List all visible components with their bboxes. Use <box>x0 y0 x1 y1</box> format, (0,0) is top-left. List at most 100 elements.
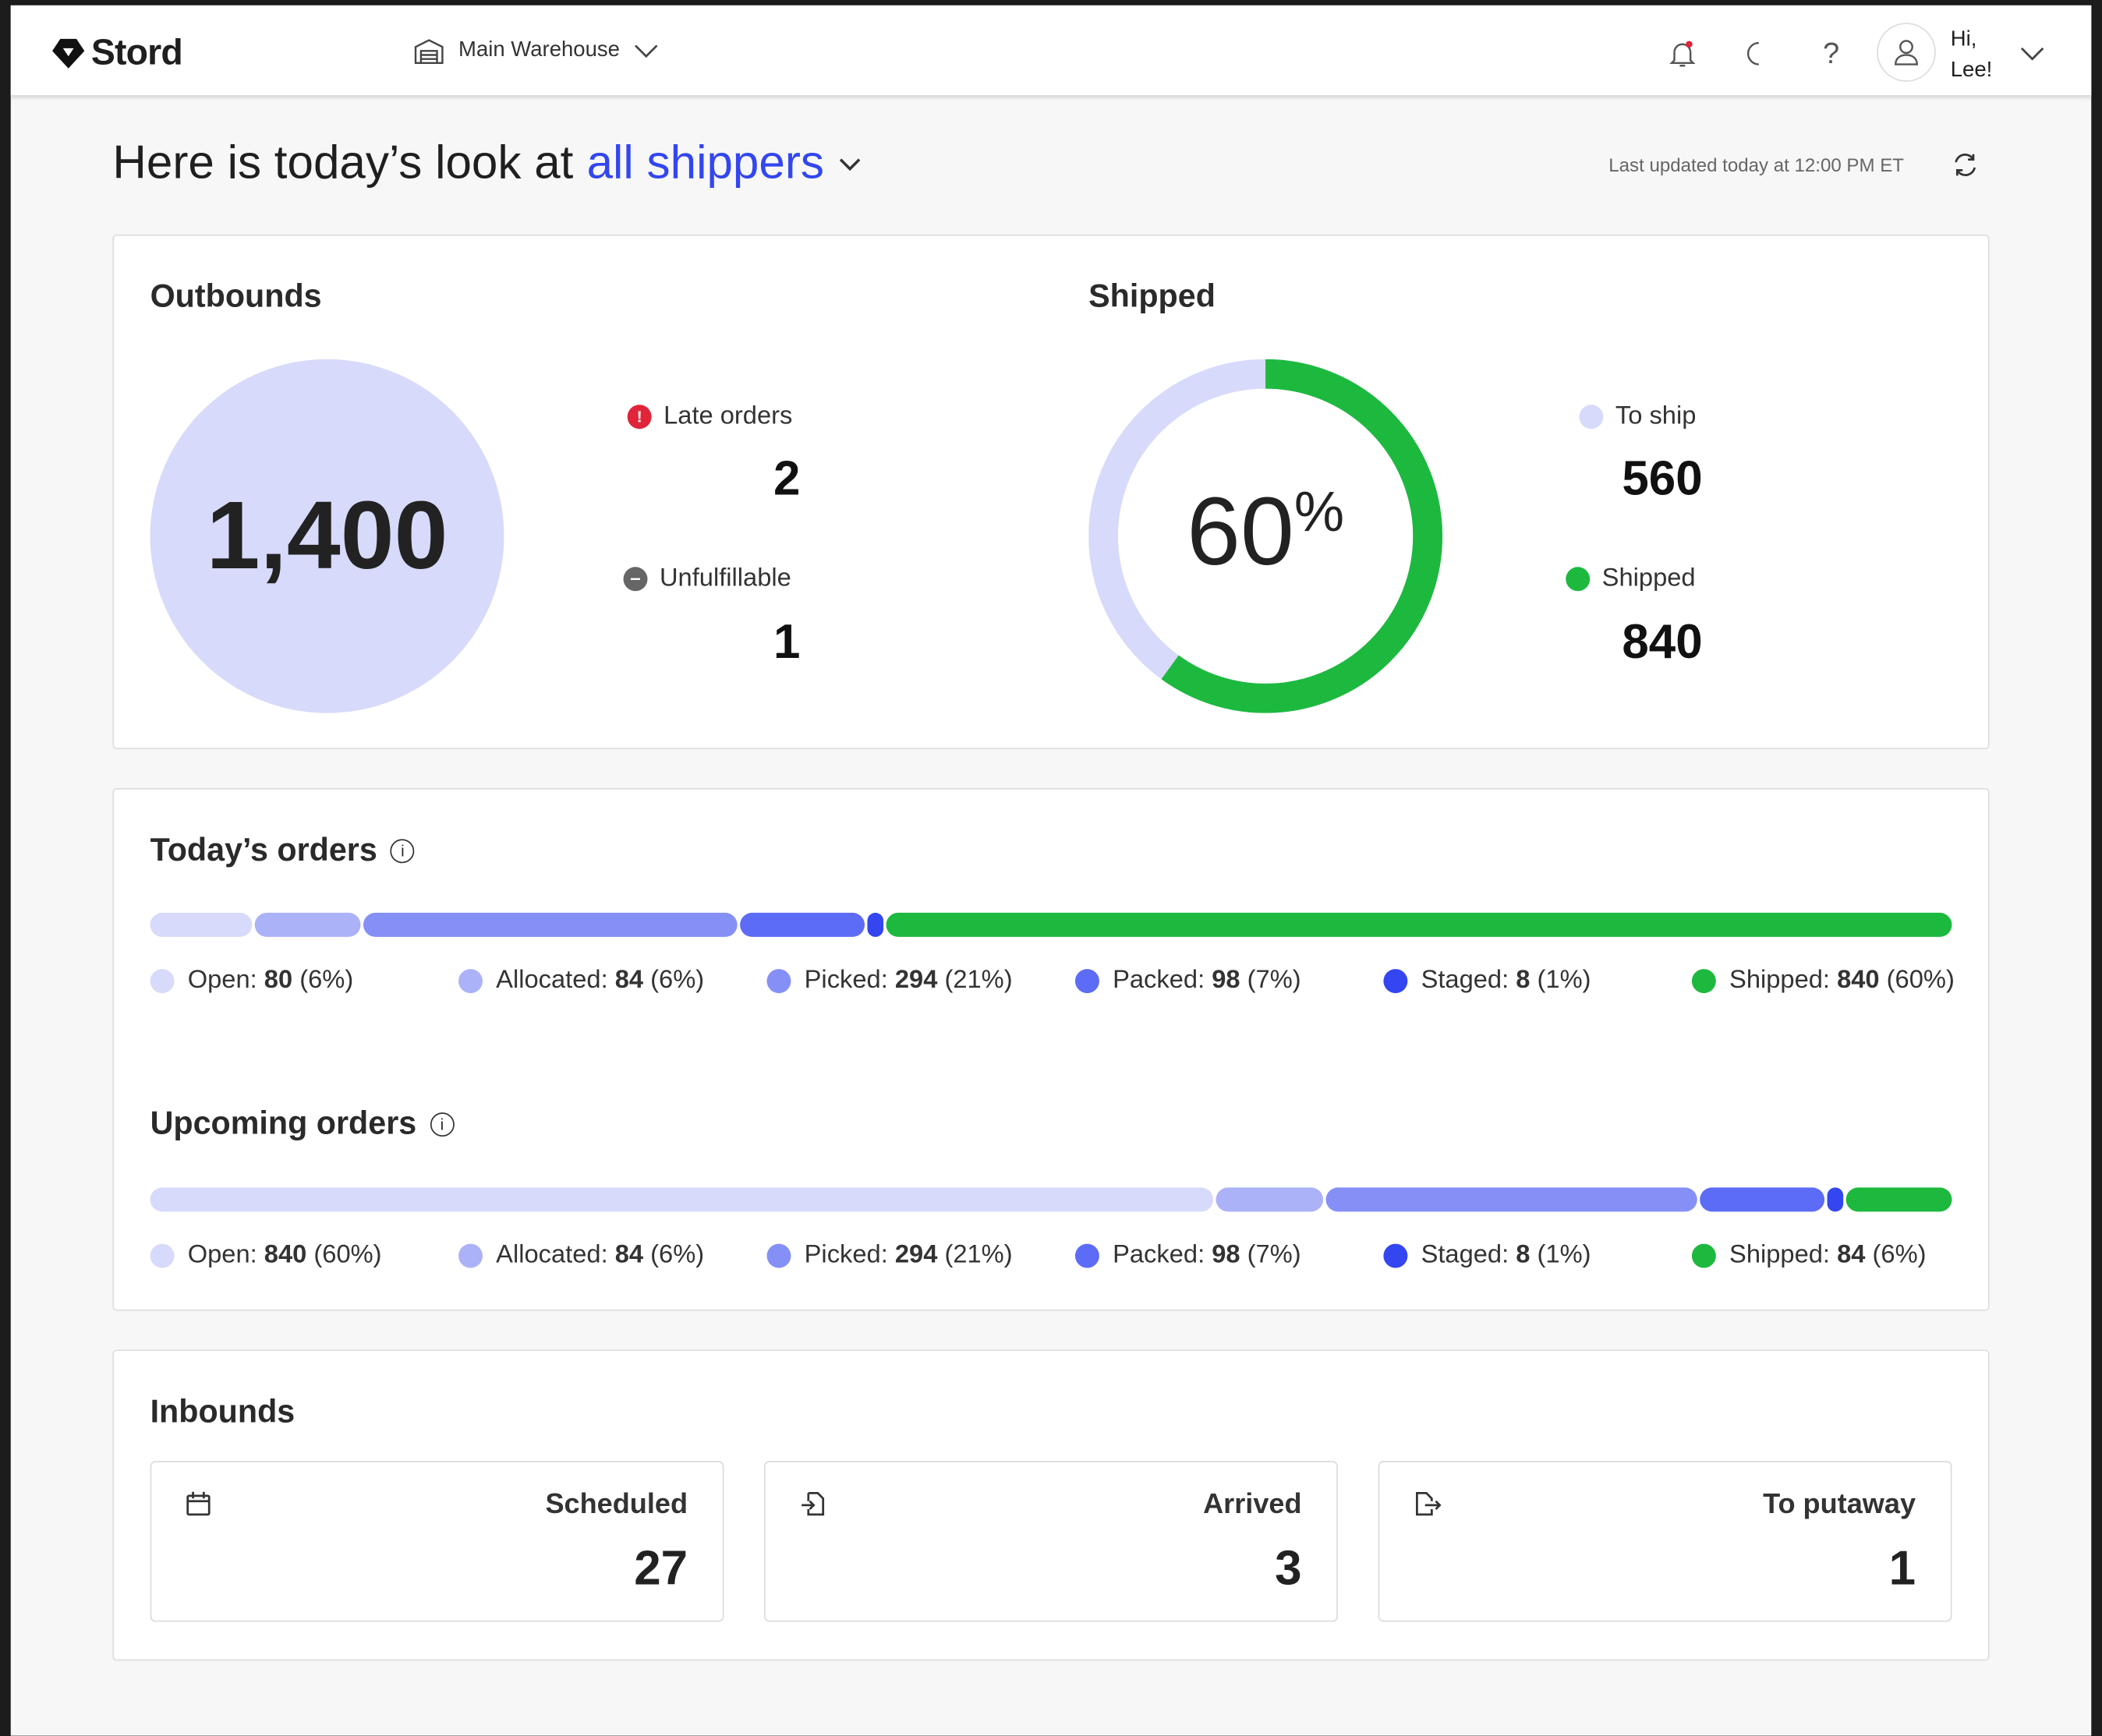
notifications-button[interactable] <box>1661 32 1704 75</box>
inbound-scheduled-card[interactable]: Scheduled 27 <box>150 1461 724 1622</box>
title-prefix: Here is today’s look at <box>112 136 574 189</box>
legend-text: Picked: 294 (21%) <box>805 1241 1013 1271</box>
file-export-icon <box>1416 1492 1442 1516</box>
shipper-selector[interactable]: all shippers <box>586 136 825 189</box>
legend-text: Open: 840 (60%) <box>188 1241 382 1271</box>
bar-segment-open[interactable] <box>150 912 252 937</box>
bar-segment-picked[interactable] <box>1325 1187 1698 1212</box>
unfulfillable-label[interactable]: – Unfulfillable <box>623 564 791 594</box>
late-orders-value: 2 <box>773 450 801 506</box>
avatar[interactable] <box>1877 23 1936 82</box>
chevron-down-icon[interactable] <box>837 155 862 171</box>
upcoming-orders-title-text: Upcoming orders <box>150 1105 417 1142</box>
bar-segment-allocated[interactable] <box>254 912 362 937</box>
legend-text: Packed: 98 (7%) <box>1113 1241 1301 1271</box>
legend-text: Open: 80 (6%) <box>188 967 354 996</box>
legend-dot <box>150 1243 175 1268</box>
warehouse-name: Main Warehouse <box>458 38 620 62</box>
bar-segment-allocated[interactable] <box>1216 1187 1323 1212</box>
scheduled-value: 27 <box>634 1540 688 1596</box>
inbound-arrived-card[interactable]: Arrived 3 <box>764 1461 1338 1622</box>
legend-percent: (6%) <box>650 966 705 995</box>
bar-segment-staged[interactable] <box>1827 1187 1843 1212</box>
legend-percent: (6%) <box>650 1241 705 1270</box>
info-icon[interactable]: i <box>391 839 415 864</box>
legend-text: Shipped: 84 (6%) <box>1729 1241 1926 1271</box>
legend-label: Packed: <box>1113 966 1205 995</box>
legend-value: 98 <box>1212 1241 1240 1270</box>
legend-label: Open: <box>187 966 257 995</box>
bar-segment-picked[interactable] <box>363 912 738 937</box>
bar-segment-shipped[interactable] <box>885 912 1952 937</box>
legend-value: 84 <box>614 966 644 995</box>
legend-dot <box>1691 1243 1716 1268</box>
info-icon[interactable]: i <box>430 1112 455 1137</box>
user-icon <box>1895 40 1918 65</box>
bar-segment-shipped[interactable] <box>1845 1187 1952 1212</box>
unfulfillable-value: 1 <box>773 613 801 669</box>
legend-item-allocated: Allocated: 84 (6%) <box>458 1241 766 1271</box>
todays-orders-title: Today’s orders i <box>150 833 415 870</box>
legend-value: 840 <box>1837 966 1880 995</box>
outbounds-total: 1,400 <box>150 359 504 713</box>
legend-dot <box>1691 969 1716 994</box>
user-menu-chevron-icon[interactable] <box>2019 45 2045 62</box>
outbounds-total-value: 1,400 <box>206 482 448 590</box>
bar-segment-open[interactable] <box>150 1187 1214 1212</box>
legend-value: 84 <box>1837 1241 1866 1270</box>
inbounds-card: Inbounds Scheduled 27 Arrived 3 To putaw… <box>112 1349 1990 1661</box>
legend-dot <box>458 1243 483 1268</box>
legend-item-staged: Staged: 8 (1%) <box>1383 1241 1691 1271</box>
last-updated: Last updated today at 12:00 PM ET <box>1608 154 1905 176</box>
arrived-label: Arrived <box>1203 1489 1302 1520</box>
legend-text: Staged: 8 (1%) <box>1421 1241 1591 1271</box>
bar-segment-packed[interactable] <box>1700 1187 1824 1212</box>
legend-label: Picked: <box>804 966 888 995</box>
bar-segment-packed[interactable] <box>739 912 865 937</box>
help-button[interactable]: ? <box>1810 32 1853 75</box>
legend-text: Allocated: 84 (6%) <box>496 1241 704 1271</box>
legend-label: Allocated: <box>496 966 608 995</box>
alert-icon: ! <box>627 405 652 430</box>
legend-percent: (21%) <box>944 966 1013 995</box>
legend-item-staged: Staged: 8 (1%) <box>1383 967 1691 996</box>
shipped-text: Shipped <box>1601 564 1696 592</box>
dark-mode-button[interactable] <box>1735 32 1778 75</box>
outbounds-card: Outbounds 1,400 ! Late orders 2 – Unfulf… <box>112 234 1990 750</box>
late-label-text: Late orders <box>664 401 793 430</box>
to-ship-label: To ship <box>1579 402 1696 432</box>
legend-dot <box>458 969 483 994</box>
file-import-icon <box>802 1492 825 1516</box>
stord-logo[interactable]: Stord <box>51 32 183 73</box>
shipped-label: Shipped <box>1566 564 1696 594</box>
bar-segment-staged[interactable] <box>866 912 883 937</box>
refresh-icon[interactable] <box>1951 150 1980 180</box>
legend-text: Allocated: 84 (6%) <box>496 967 704 996</box>
legend-dot <box>766 1243 791 1268</box>
legend-percent: (21%) <box>944 1241 1013 1270</box>
legend-dot <box>1074 1243 1099 1268</box>
legend-value: 840 <box>264 1241 307 1270</box>
chevron-down-icon <box>635 44 659 58</box>
legend-label: Shipped: <box>1729 1241 1831 1270</box>
legend-value: 294 <box>894 966 938 995</box>
legend-item-packed: Packed: 98 (7%) <box>1074 1241 1383 1271</box>
inbound-putaway-card[interactable]: To putaway 1 <box>1378 1461 1952 1622</box>
user-greeting[interactable]: Hi, Lee! <box>1951 24 1993 86</box>
legend-label: Staged: <box>1421 1241 1509 1270</box>
legend-item-open: Open: 80 (6%) <box>150 967 458 996</box>
greeting-line2: Lee! <box>1950 58 1993 82</box>
to-ship-text: To ship <box>1615 401 1697 430</box>
legend-dot <box>1074 969 1099 994</box>
legend-percent: (60%) <box>313 1241 382 1270</box>
stord-logo-icon <box>52 38 85 68</box>
page-title: Here is today’s look at all shippers <box>112 136 862 190</box>
putaway-label: To putaway <box>1763 1489 1916 1520</box>
legend-dot <box>150 969 175 994</box>
legend-dot <box>1383 1243 1408 1268</box>
upcoming-orders-title: Upcoming orders i <box>150 1106 455 1144</box>
late-orders-label[interactable]: ! Late orders <box>627 401 793 432</box>
legend-label: Shipped: <box>1729 966 1831 995</box>
legend-percent: (7%) <box>1247 1241 1301 1270</box>
warehouse-selector[interactable]: Main Warehouse <box>413 37 660 65</box>
